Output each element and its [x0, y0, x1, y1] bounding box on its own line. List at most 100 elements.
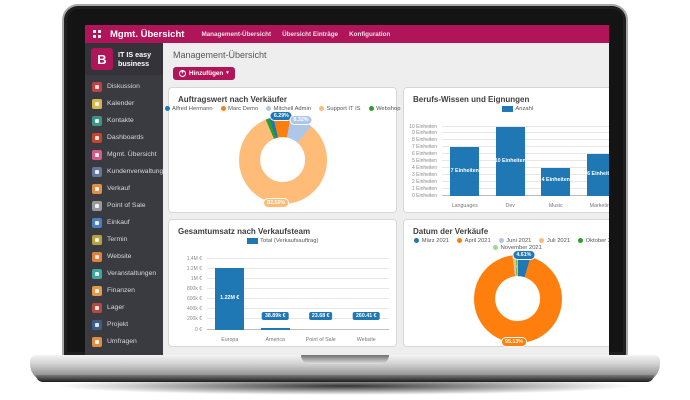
bar-chart-berufswissen: 0 Einheiten 1 Einheiten 2 Einheiten 3 Einhe… — [409, 121, 609, 209]
sidebar-item-website[interactable]: Website — [85, 248, 163, 265]
chart-title: Berufs-Wissen und Eignungen — [413, 94, 530, 104]
legend-item[interactable]: Juni 2021 — [498, 237, 532, 244]
legend-item[interactable]: Webshop — [368, 106, 400, 112]
legend-label: Juni 2021 — [506, 237, 532, 244]
gridline — [207, 308, 389, 310]
legend-item[interactable]: März 2021 — [414, 238, 449, 244]
tick-label: 1.4M € — [186, 255, 202, 262]
y-axis-labels: 0 € 200k € 400k € 600k € 800k € 1M € 1.2M € 1.4… — [175, 255, 205, 333]
apps-grid-icon[interactable] — [93, 30, 101, 38]
sidebar-item-finanzen[interactable]: Finanzen — [85, 282, 163, 299]
sidebar-item-lager[interactable]: Lager — [85, 299, 163, 316]
bar-chart-gesamtumsatz: 0 € 200k € 400k € 600k € 800k € 1M € 1.2M € 1.4… — [175, 253, 393, 343]
tick-label: 9 Einheiten — [411, 130, 437, 137]
legend-item[interactable]: Support IT IS — [319, 106, 361, 112]
app-icon — [92, 183, 102, 194]
sidebar-logo[interactable]: B IT IS easy business — [85, 43, 163, 75]
sidebar-item-label: Einkauf — [107, 219, 130, 226]
legend-item[interactable]: Marc Demo — [220, 105, 259, 112]
legend-label: Juli 2021 — [546, 237, 571, 244]
bar-category-label: Point of Sale — [305, 336, 336, 343]
bar-slot: 7 Einheiten — [442, 127, 488, 196]
laptop-screen-bezel: Mgmt. Übersicht Management-Übersicht Über… — [62, 4, 628, 355]
bar-value-label: 6 Einheiten — [587, 170, 609, 177]
slice-percent-label: 95.13% — [501, 337, 527, 348]
sidebar-item-label: Finanzen — [107, 287, 135, 294]
gridline — [442, 132, 609, 134]
bar-value-label: 260.41 € — [352, 311, 380, 320]
sidebar-item-kalender[interactable]: Kalender — [85, 95, 163, 112]
sidebar-item-label: Veranstaltungen — [107, 270, 157, 277]
legend-color-dot — [539, 238, 545, 243]
tick-label: 6 Einheiten — [411, 151, 437, 158]
sidebar-item-point-of-sale[interactable]: Point of Sale — [85, 197, 163, 214]
add-button-label: Hinzufügen — [189, 69, 224, 77]
bar-slot: 38.89k € — [253, 259, 299, 330]
topbar: Mgmt. Übersicht Management-Übersicht Über… — [85, 25, 609, 43]
gridline — [442, 187, 609, 189]
sidebar-item-dashboards[interactable]: Dashboards — [85, 129, 163, 146]
legend-item[interactable]: Juli 2021 — [539, 238, 570, 244]
bar-category-label: Europa — [221, 336, 239, 343]
legend-color-dot — [457, 238, 463, 243]
sidebar-item-termin[interactable]: Termin — [85, 231, 163, 248]
sidebar-item-label: Kalender — [107, 100, 135, 107]
y-axis-labels: 0 Einheiten 1 Einheiten 2 Einheiten 3 Einhe… — [409, 124, 440, 199]
sidebar-item-veranstaltungen[interactable]: Veranstaltungen — [85, 265, 163, 282]
legend-color-dot — [578, 238, 584, 243]
sidebar-item-mgmt-bersicht[interactable]: Mgmt. Übersicht — [85, 146, 163, 163]
add-button[interactable]: + Hinzufügen ▾ — [173, 66, 235, 80]
sidebar-item-label: Website — [107, 253, 132, 260]
bar[interactable] — [586, 154, 609, 196]
sidebar-item-kundenverwaltung[interactable]: Kundenverwaltung — [85, 163, 163, 180]
app-icon — [92, 319, 102, 330]
sidebar: B IT IS easy business Diskussion Kalender… — [85, 43, 163, 355]
sidebar-item-verkauf[interactable]: Verkauf — [85, 180, 163, 197]
topbar-menu-item[interactable]: Übersicht Einträge — [282, 30, 339, 38]
bar-slot: 10 Einheiten — [488, 126, 534, 196]
bar[interactable] — [450, 147, 480, 196]
bar-slot: 260.41 € — [344, 259, 390, 330]
legend-color-dot — [266, 106, 272, 111]
sidebar-item-label: Dashboards — [107, 134, 144, 141]
sidebar-item-kontakte[interactable]: Kontakte — [85, 112, 163, 129]
bar-category-label: Website — [356, 336, 376, 343]
legend-item[interactable]: Anzahl — [501, 105, 533, 112]
brand-name: IT IS easy business — [118, 49, 152, 68]
sidebar-item-einkauf[interactable]: Einkauf — [85, 214, 163, 231]
bars-layer: 7 Einheiten 10 Einheiten 4 Einheiten 6 Einh… — [442, 126, 609, 196]
legend-item[interactable]: Mitchell Admin — [266, 106, 311, 112]
bar[interactable] — [260, 327, 290, 330]
gridline — [442, 139, 609, 141]
app-icon — [92, 336, 102, 347]
app-icon — [92, 251, 102, 262]
sidebar-item-projekt[interactable]: Projekt — [85, 316, 163, 333]
topbar-menu-item[interactable]: Management-Übersicht — [201, 30, 272, 38]
topbar-menu-item[interactable]: Konfiguration — [349, 30, 391, 38]
sidebar-item-label: Lager — [107, 304, 125, 311]
sidebar-item-umfragen[interactable]: Umfragen — [85, 333, 163, 350]
legend-item[interactable]: April 2021 — [457, 238, 491, 244]
sidebar-item-diskussion[interactable]: Diskussion — [85, 78, 163, 95]
topbar-menu: Management-Übersicht Übersicht Einträge Ko… — [201, 31, 390, 38]
app-icon — [92, 217, 102, 228]
app-window: Mgmt. Übersicht Management-Übersicht Über… — [85, 25, 609, 355]
legend-item[interactable]: Total (Verkaufsauftrag) — [246, 237, 318, 244]
tick-label: 1.2M € — [186, 265, 202, 272]
tick-label: 7 Einheiten — [411, 144, 437, 151]
bar-category-label: Marketing — [589, 202, 609, 209]
app-icon — [92, 234, 102, 245]
legend-label: Marc Demo — [228, 105, 259, 112]
bar-value-label: 38.89k € — [261, 311, 289, 320]
bar-category-label: Languages — [451, 202, 478, 209]
tick-label: 3 Einheiten — [411, 171, 437, 178]
legend-item[interactable]: November 2021 — [493, 245, 542, 251]
bar-category-label: Dev — [505, 202, 515, 209]
legend-item[interactable]: Oktober 2021 — [578, 238, 609, 244]
bars-layer: 1.22M € 38.89k € 23.68 € 260.41 € — [207, 259, 389, 330]
tick-label: 0 Einheiten — [411, 192, 437, 199]
bar[interactable] — [541, 167, 571, 196]
legend-item[interactable]: Alfred Hermann — [164, 106, 213, 112]
bar[interactable] — [495, 126, 525, 196]
